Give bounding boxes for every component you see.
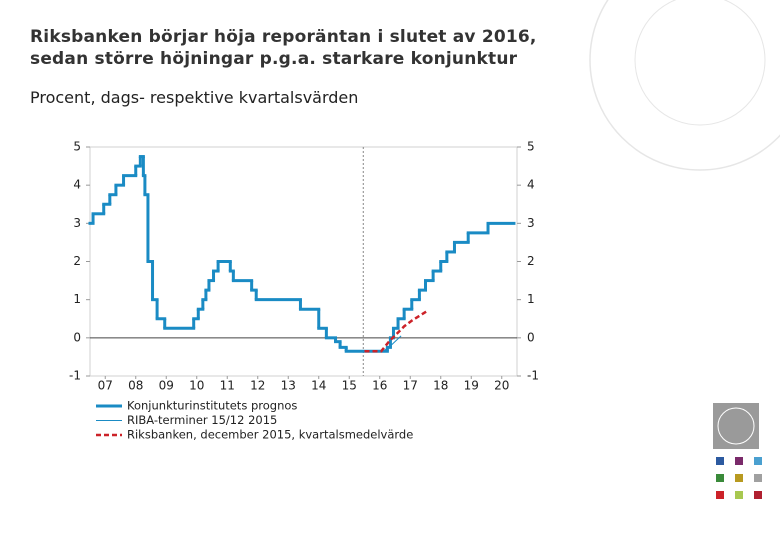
x-tick-label: 11: [220, 379, 235, 393]
y2-tick-label: -1: [527, 369, 539, 383]
x-tick-label: 09: [159, 379, 174, 393]
y-tick-label: 5: [73, 140, 81, 154]
y-tick-label: 2: [73, 254, 81, 268]
plot-frame: [89, 146, 518, 377]
x-tick-label: 15: [342, 379, 357, 393]
y2-tick-label: 0: [527, 330, 535, 344]
legend-label: Konjunkturinstitutets prognos: [127, 399, 297, 413]
x-tick-label: 12: [250, 379, 265, 393]
chart-title: Riksbanken börjar höja reporäntan i slut…: [30, 26, 537, 70]
y2-tick-label: 3: [527, 216, 535, 230]
x-tick-label: 16: [372, 379, 387, 393]
x-tick-label: 17: [403, 379, 418, 393]
y-tick-label: 1: [73, 292, 81, 306]
y-tick-label: 4: [73, 178, 81, 192]
x-tick-label: 08: [128, 379, 143, 393]
chart-subtitle: Procent, dags- respektive kvartalsvärden: [30, 88, 359, 107]
x-tick-label: 14: [311, 379, 326, 393]
title-line: Riksbanken börjar höja reporäntan i slut…: [30, 27, 537, 47]
y-tick-label: 3: [73, 216, 81, 230]
x-tick-label: 20: [494, 379, 509, 393]
x-tick-label: 19: [464, 379, 479, 393]
y2-tick-label: 2: [527, 254, 535, 268]
x-tick-label: 10: [189, 379, 204, 393]
logo-watermark: [589, 0, 780, 171]
x-tick-label: 13: [281, 379, 296, 393]
logo: [713, 403, 762, 499]
x-tick-label: 18: [433, 379, 448, 393]
title-line: sedan större höjningar p.g.a. starkare k…: [30, 49, 518, 69]
y2-tick-label: 1: [527, 292, 535, 306]
x-tick-label: 07: [98, 379, 113, 393]
y2-tick-label: 4: [527, 178, 535, 192]
y2-tick-label: 5: [527, 140, 535, 154]
y-tick-label: 0: [73, 330, 81, 344]
legend-label: Riksbanken, december 2015, kvartalsmedel…: [127, 428, 413, 442]
legend-label: RIBA-terminer 15/12 2015: [127, 413, 277, 427]
series-line: [364, 310, 428, 353]
y-tick-label: -1: [69, 369, 81, 383]
